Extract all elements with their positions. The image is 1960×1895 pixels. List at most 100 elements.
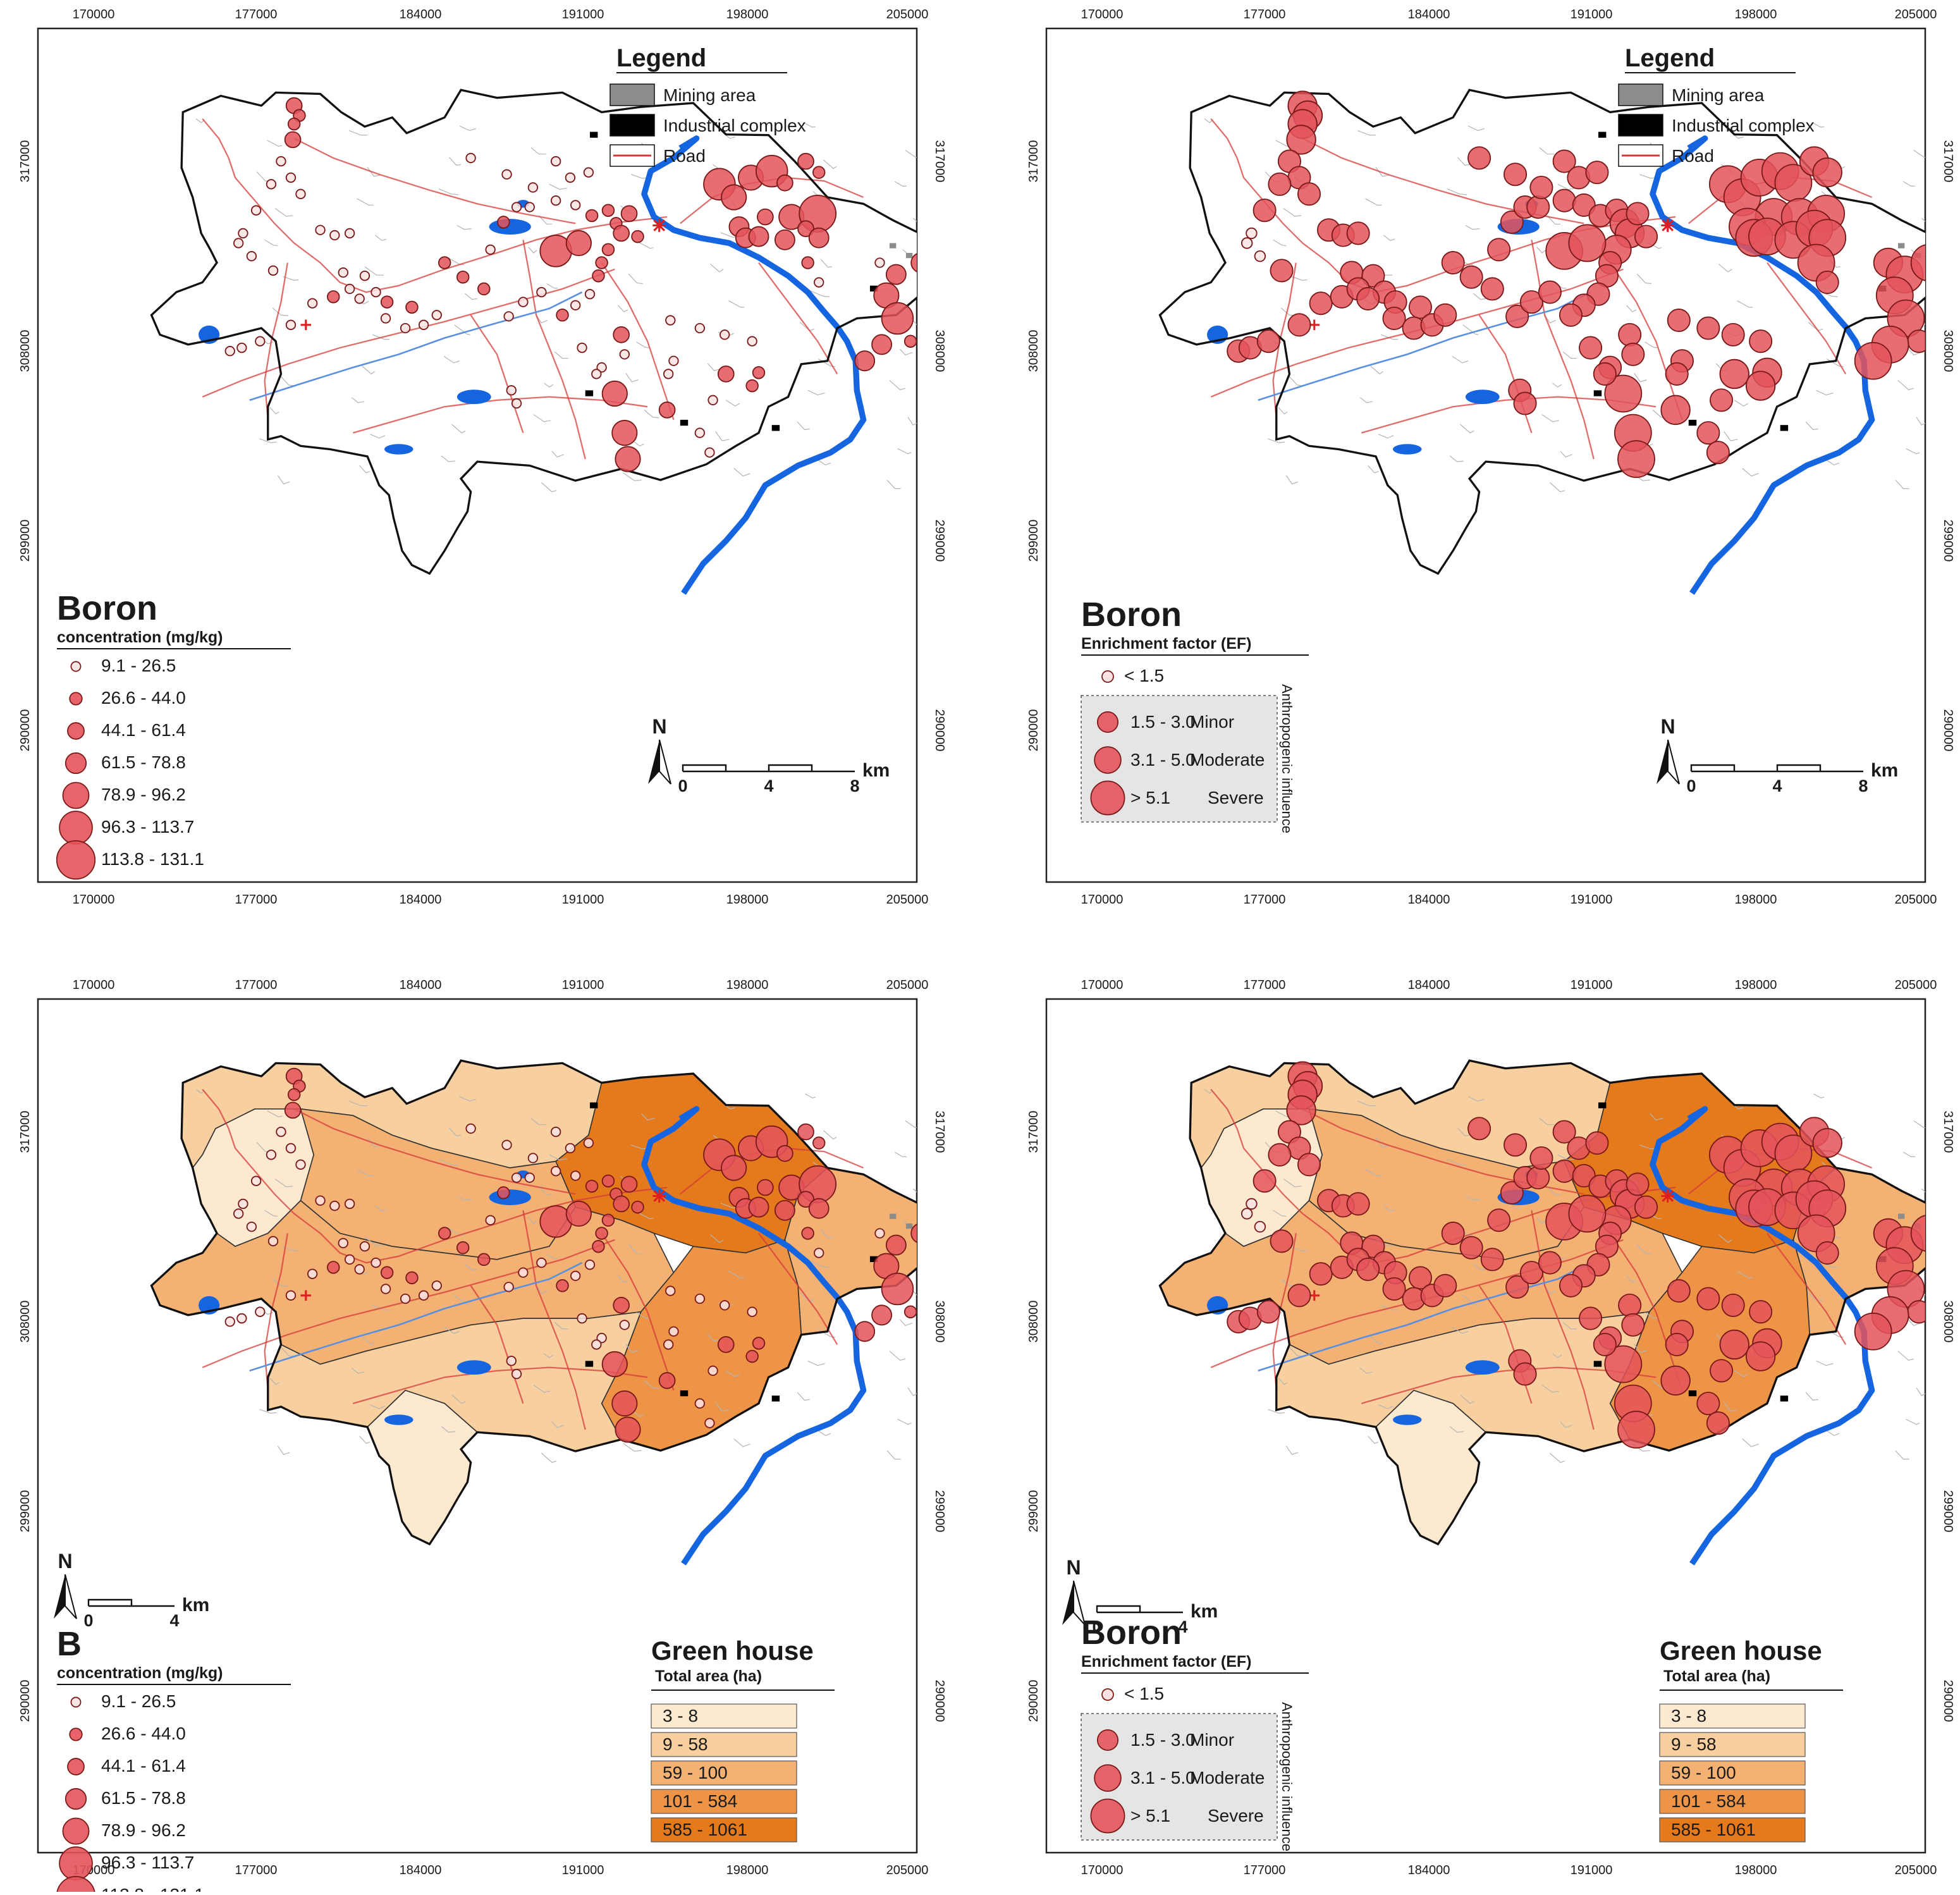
- stream-line: [889, 1351, 905, 1361]
- urban-area: [300, 1290, 312, 1301]
- sampling-site-symbol: [776, 1144, 793, 1162]
- sampling-site-symbol: [704, 1418, 715, 1428]
- sampling-site-symbol: [536, 1257, 547, 1268]
- greenhouse-class-label: 59 - 100: [1671, 1763, 1736, 1782]
- sampling-site-symbol: [801, 256, 814, 269]
- stream-line: [1816, 1360, 1834, 1366]
- road-line: [758, 262, 838, 375]
- concentration-class-label: 113.8 - 131.1: [101, 849, 204, 869]
- greenhouse-class-label: 3 - 8: [663, 1706, 698, 1726]
- industrial-complex: [585, 1361, 594, 1367]
- sampling-site-symbol: [854, 1321, 876, 1342]
- sampling-site-symbol: [903, 334, 917, 348]
- sampling-site-symbol: [1513, 391, 1537, 415]
- panel-enrichment: 170000 170000 177000 177000 184000 184000 1910…: [1027, 8, 1955, 907]
- stream-line: [633, 1411, 645, 1418]
- sampling-site-symbol: [601, 1174, 615, 1187]
- scale-unit-label: km: [1871, 760, 1898, 781]
- scale-unit-label: km: [182, 1595, 209, 1616]
- stream-line: [1460, 1394, 1474, 1404]
- scale-bar: [87, 1598, 175, 1607]
- sampling-site-symbol: [812, 166, 826, 179]
- stream-line: [1549, 482, 1565, 493]
- map-content: [150, 1059, 917, 1566]
- stream-line: [1562, 351, 1577, 359]
- reservoir: [489, 219, 531, 235]
- sampling-site-symbol: [1408, 1266, 1432, 1290]
- stream-line: [1368, 465, 1379, 474]
- sampling-site-symbol: [881, 302, 914, 335]
- sampling-site-symbol: [885, 1234, 907, 1256]
- stream-line: [1650, 1113, 1663, 1121]
- stream-line: [369, 434, 386, 439]
- stream-line: [359, 465, 371, 474]
- sampling-site-symbol: [1270, 259, 1294, 283]
- panel-concentration-greenhouse: 1700001700001770001770001840001840001910…: [18, 978, 946, 1895]
- stream-line: [641, 1113, 655, 1121]
- sampling-site-symbol: [246, 250, 257, 262]
- sampling-site-symbol: [501, 1139, 512, 1150]
- sampling-site-symbol: [354, 293, 365, 304]
- stream-line: [905, 149, 917, 158]
- stream-line: [551, 1421, 564, 1428]
- sampling-site-symbol: [1256, 329, 1280, 353]
- stream-line: [259, 1409, 277, 1414]
- sampling-site-symbol: [1459, 1236, 1483, 1260]
- north-arrow-icon: [1073, 1580, 1086, 1626]
- sampling-site-symbol: [615, 446, 641, 472]
- anthropogenic-influence-label: Anthropogenic influence: [1279, 1702, 1295, 1851]
- scale-tick-label: 0: [678, 776, 687, 795]
- sampling-site-symbol: [668, 1326, 679, 1337]
- north-arrow-label: N: [58, 1550, 72, 1573]
- stream-line: [1258, 291, 1591, 402]
- x-tick-label-bottom: 184000: [1408, 893, 1450, 907]
- sampling-site-symbol: [927, 259, 964, 295]
- scale-tick-label: 4: [1772, 776, 1782, 795]
- stream-line: [459, 125, 477, 132]
- stream-line: [1634, 1344, 1647, 1353]
- x-tick-label-top: 198000: [726, 8, 769, 21]
- stream-line: [528, 247, 537, 254]
- stream-line: [1204, 1089, 1213, 1094]
- sampling-site-symbol: [797, 1191, 814, 1208]
- road-line: [758, 1232, 838, 1346]
- sampling-site-symbol: [1286, 125, 1316, 155]
- concentration-class-symbol: [64, 752, 87, 775]
- sampling-site-symbol: [238, 1198, 248, 1210]
- stream-line: [277, 475, 290, 485]
- sampling-site-symbol: [1634, 224, 1658, 248]
- industrial-complex: [589, 1102, 598, 1108]
- sampling-site-symbol: [431, 1280, 442, 1291]
- industrial-complex: [1780, 425, 1789, 431]
- sampling-site-symbol: [663, 369, 674, 379]
- sampling-site-symbol: [1519, 1261, 1543, 1285]
- sampling-site-symbol: [315, 224, 326, 235]
- sampling-site-symbol: [1749, 1300, 1773, 1324]
- sampling-site-symbol: [583, 167, 594, 178]
- stream-line: [823, 1130, 837, 1140]
- scale-unit-label: km: [862, 760, 890, 781]
- x-tick-label-bottom: 177000: [1244, 893, 1286, 907]
- legend-item-label: Road: [1672, 146, 1714, 166]
- stream-line: [459, 1096, 477, 1102]
- stream-line: [805, 123, 816, 128]
- sampling-site-symbol: [1721, 1293, 1745, 1317]
- sampling-site-symbol: [620, 1175, 638, 1193]
- sampling-site-symbol: [613, 224, 630, 242]
- north-arrow-label: N: [1066, 1556, 1081, 1579]
- stream-line: [1737, 1270, 1753, 1279]
- concentration-class-label: 61.5 - 78.8: [101, 752, 186, 772]
- road-line: [601, 1232, 675, 1391]
- road-line: [264, 1233, 288, 1390]
- stream-line: [372, 334, 390, 340]
- sampling-site-symbol: [371, 1257, 381, 1268]
- north-arrow-icon: [1667, 739, 1680, 785]
- sampling-site-symbol: [315, 1195, 326, 1206]
- sampling-site-symbol: [329, 230, 340, 241]
- sampling-site-symbol: [601, 380, 628, 407]
- stream-line: [1902, 181, 1915, 187]
- sampling-site-symbol: [1626, 202, 1650, 226]
- y-tick-label-left: 299000: [18, 1490, 32, 1533]
- sampling-site-symbol: [871, 334, 893, 355]
- sampling-site-symbol: [1487, 238, 1511, 262]
